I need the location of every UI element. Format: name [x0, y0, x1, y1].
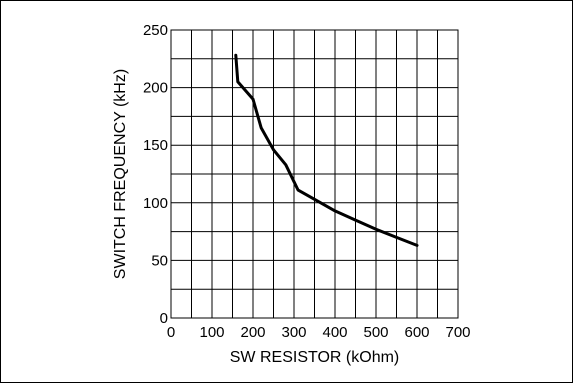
x-tick-label: 300 [281, 324, 306, 341]
y-tick-label: 50 [151, 252, 168, 269]
y-tick-label: 0 [160, 310, 168, 327]
x-tick-label: 100 [199, 324, 224, 341]
x-tick-label: 400 [322, 324, 347, 341]
frequency-curve [234, 53, 419, 247]
grid [171, 30, 458, 318]
x-tick-labels: 0 100 200 300 400 500 600 700 [167, 324, 471, 341]
x-tick-label: 0 [167, 324, 175, 341]
y-tick-label: 200 [143, 80, 168, 97]
x-tick-label: 200 [240, 324, 265, 341]
y-tick-label: 100 [143, 195, 168, 212]
y-tick-label: 250 [143, 22, 168, 39]
plot-border [170, 29, 459, 319]
y-tick-labels: 0 50 100 150 200 250 [143, 22, 168, 327]
x-axis-label: SW RESISTOR (kOhm) [230, 349, 400, 366]
x-tick-label: 700 [445, 324, 470, 341]
x-tick-label: 600 [404, 324, 429, 341]
y-tick-label: 150 [143, 137, 168, 154]
x-tick-label: 500 [363, 324, 388, 341]
y-axis-label: SWITCH FREQUENCY (kHz) [112, 69, 129, 279]
